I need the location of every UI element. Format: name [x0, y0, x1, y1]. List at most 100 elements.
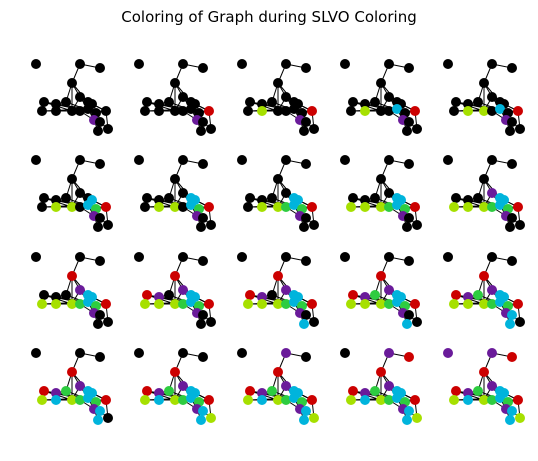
graph-node [196, 126, 206, 136]
graph-node [451, 386, 461, 396]
graph-node [340, 348, 350, 358]
graph-node [449, 202, 459, 212]
graph-node [198, 406, 208, 416]
graph-node [101, 202, 111, 212]
graph-node [505, 126, 515, 136]
graph-node [402, 319, 412, 329]
graph-node [281, 252, 291, 262]
graph-node [449, 299, 459, 309]
graph-node [513, 395, 523, 405]
graph-node [243, 299, 253, 309]
graph-node [154, 299, 164, 309]
graph-node [307, 202, 317, 212]
graph-node [309, 413, 319, 423]
graph-node [301, 352, 311, 362]
graph-frame-5 [443, 59, 525, 136]
graph-node [198, 159, 208, 169]
graph-node [451, 193, 461, 203]
graph-node [243, 106, 253, 116]
graph-node [301, 159, 311, 169]
graph-node [206, 413, 216, 423]
graph-node [103, 413, 113, 423]
graph-node [206, 124, 216, 134]
graph-node [101, 299, 111, 309]
graph-node [31, 348, 41, 358]
graph-node [93, 222, 103, 232]
graph-node [196, 319, 206, 329]
graph-node [257, 395, 267, 405]
graph-node [178, 252, 188, 262]
graph-node [479, 367, 489, 377]
graph-node [505, 222, 515, 232]
graph-node [164, 386, 174, 396]
graph-node [37, 106, 47, 116]
graph-node [410, 299, 420, 309]
graph-node [412, 413, 422, 423]
graph-node [134, 155, 144, 165]
graph-node [299, 126, 309, 136]
graph-node [142, 386, 152, 396]
graph-node [443, 59, 453, 69]
graph-node [346, 106, 356, 116]
graph-node [463, 299, 473, 309]
graph-node [384, 348, 394, 358]
graph-node [198, 310, 208, 320]
graph-node [178, 348, 188, 358]
graph-node [93, 126, 103, 136]
graph-node [154, 106, 164, 116]
graph-node [515, 220, 525, 230]
graph-node [346, 299, 356, 309]
graph-node [170, 367, 180, 377]
graph-node [473, 193, 483, 203]
graph-node [164, 193, 174, 203]
graph-node [257, 106, 267, 116]
graph-node [39, 386, 49, 396]
graph-node [61, 386, 71, 396]
graph-node [307, 299, 317, 309]
graph-node [360, 202, 370, 212]
graph-node [348, 193, 358, 203]
graph-node [67, 271, 77, 281]
graph-node [37, 202, 47, 212]
graph-node [257, 299, 267, 309]
graph-node [360, 106, 370, 116]
graph-node [309, 124, 319, 134]
graph-node [204, 202, 214, 212]
graph-node [340, 155, 350, 165]
graph-node [140, 395, 150, 405]
graph-node [273, 174, 283, 184]
graph-node [505, 319, 515, 329]
graph-node [473, 290, 483, 300]
graph-node [370, 97, 380, 107]
graph-node [404, 117, 414, 127]
graph-node [404, 63, 414, 73]
graph-node [206, 317, 216, 327]
graph-node [95, 310, 105, 320]
graph-node [178, 155, 188, 165]
graph-node [95, 213, 105, 223]
graph-node [95, 159, 105, 169]
graph-node [281, 348, 291, 358]
graph-node [515, 124, 525, 134]
graph-frame-19 [340, 348, 422, 425]
graph-node [384, 155, 394, 165]
graph-frame-1 [31, 59, 113, 136]
graph-node [245, 97, 255, 107]
graph-node [198, 117, 208, 127]
graph-node [198, 352, 208, 362]
graph-node [404, 352, 414, 362]
graph-frame-6 [31, 155, 113, 232]
graph-node [31, 252, 41, 262]
graph-node [95, 256, 105, 266]
graph-node [346, 202, 356, 212]
graph-node [340, 252, 350, 262]
graph-node [473, 386, 483, 396]
graph-node [487, 348, 497, 358]
graph-node [307, 395, 317, 405]
graph-node [267, 97, 277, 107]
graph-frame-17 [134, 348, 216, 425]
graph-node [451, 97, 461, 107]
graph-node [164, 290, 174, 300]
graph-node [51, 202, 61, 212]
